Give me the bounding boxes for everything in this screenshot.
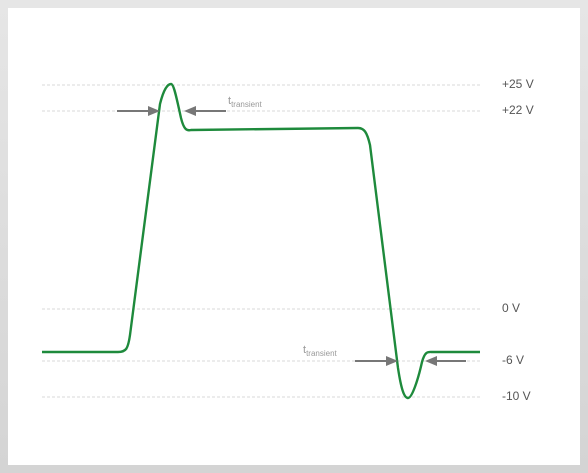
- annotation: ttransient: [228, 95, 263, 109]
- panel: [8, 8, 580, 465]
- level-label: +25 V: [502, 77, 534, 91]
- level-label: +22 V: [502, 103, 534, 117]
- arrows: [117, 106, 466, 366]
- level-label: 0 V: [502, 301, 520, 315]
- level-label: -6 V: [502, 353, 524, 367]
- waveform: [42, 82, 480, 400]
- annotation: ttransient: [303, 344, 338, 358]
- level-label: -10 V: [502, 389, 531, 403]
